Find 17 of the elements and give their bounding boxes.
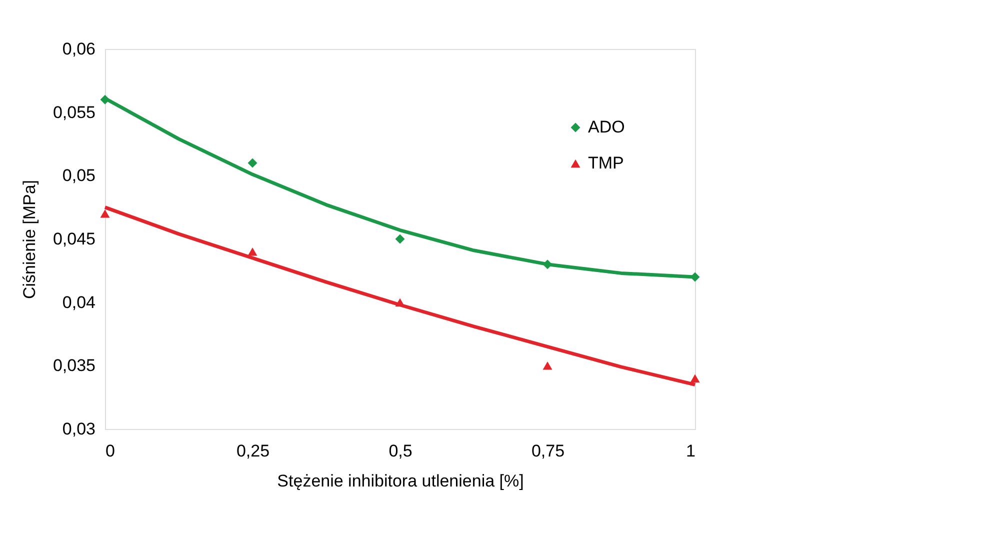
line-series [103,206,697,386]
y-tick-label: 0,05 [62,166,96,186]
y-tick-label: 0,045 [52,230,96,248]
y-tick-label: 0,03 [62,420,96,438]
x-tick-label: 0,5 [388,442,412,460]
x-tick-label: 0,75 [531,442,565,460]
y-tick-label: 0,035 [52,356,96,376]
y-axis-title: Ciśnienie [MPa] [20,180,39,300]
legend-label: ADO [588,118,625,136]
y-tick-label: 0,06 [62,40,96,58]
x-tick-label: 0 [106,442,115,460]
y-tick-label: 0,04 [62,292,96,312]
x-tick-label: 1 [686,442,696,460]
x-tick-label: 0,25 [236,442,270,460]
legend-label: TMP [588,154,624,172]
y-tick-label: 0,055 [52,102,96,122]
x-axis-title: Stężenie inhibitora utlenienia [%] [277,472,524,490]
